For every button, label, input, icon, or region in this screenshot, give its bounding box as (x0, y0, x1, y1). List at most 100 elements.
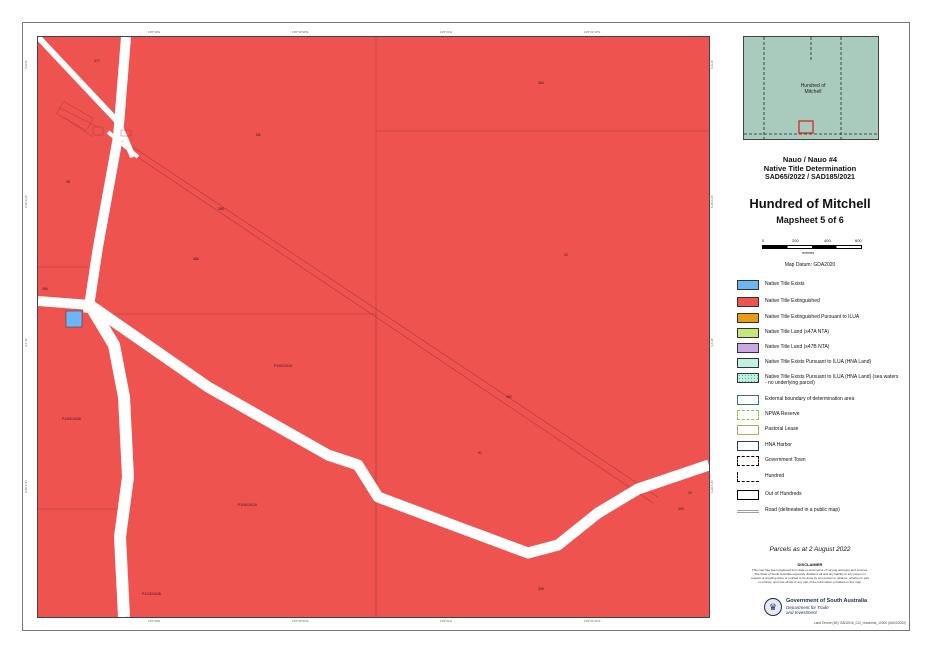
legend-item: HNA Harbor (737, 441, 902, 453)
parcel-label: 38 (66, 180, 70, 184)
parcel-label: 91 (478, 451, 482, 455)
legend-item: Pastoral Lease (737, 425, 902, 437)
state-crest-icon: ♛ (764, 598, 782, 616)
legend-item: Native Title Land (s47A NTA) (737, 328, 902, 340)
tick-label-right: 34°0'S (710, 60, 714, 69)
legend-label: Native Title Land (s47B NTA) (765, 344, 830, 350)
parcel-label: 393 (678, 507, 684, 511)
legend-swatch (737, 373, 759, 383)
tick-label-top: 135°31'30"E (584, 30, 601, 34)
parcel-label: 384 (538, 81, 544, 85)
tick-label-right: 34°1'30"S (710, 480, 714, 494)
legend-swatch (737, 358, 759, 368)
map-datum: Map Datum: GDA2020 (784, 262, 836, 268)
legend-label: Road (delineated in a public map) (765, 507, 840, 513)
legend-item: Native Title Land (s47B NTA) (737, 343, 902, 355)
legend-item: Out of Hundreds (737, 490, 902, 502)
tick-label-right: 34°1'S (710, 338, 714, 347)
parcel-label: P1/00/24/06 (62, 417, 81, 421)
legend-swatch (737, 510, 759, 513)
legend-label: Native Title Land (s47A NTA) (765, 329, 830, 335)
inset-extent-box (798, 120, 814, 134)
legend-swatch (737, 410, 759, 420)
legend-label: Pastoral Lease (765, 426, 799, 432)
department-name: Department for Trade and Investment (786, 605, 829, 615)
parcel-label: D8 (256, 133, 261, 137)
parcel-label: 377 (94, 59, 100, 63)
title-line2: Native Title Determination (763, 164, 857, 173)
diagonal-reserve-strip (129, 144, 659, 504)
legend-item: Hundred (737, 472, 902, 484)
tick-label-left: 34°1'S (24, 338, 28, 347)
tick-label-bottom: 135°31'E (440, 619, 453, 623)
tick-label-top: 135°31'E (440, 30, 453, 34)
legend-item: Native Title Extinguished Pursuant to IL… (737, 313, 902, 325)
legend-label: Native Title Exists Pursuant to ILUA (HN… (765, 359, 872, 365)
tick-label-bottom: 135°31'30"E (584, 619, 601, 623)
parcel-label: 354 (42, 287, 48, 291)
scale-bar-graphic (762, 245, 862, 249)
tick-label-bottom: 135°30'30"E (292, 619, 309, 623)
title-line1: Nauo / Nauo #4 (782, 155, 838, 164)
legend-item: Native Title Exists Pursuant to ILUA (HN… (737, 373, 902, 386)
legend-item: Road (delineated in a public map) (737, 506, 902, 518)
inset-label: Hundred of Mitchell (800, 83, 826, 95)
parcel-label: 392 (506, 395, 512, 399)
native-title-exists-parcel[interactable] (65, 310, 83, 328)
parcel-label: 20 (688, 491, 692, 495)
legend-label: HNA Harbor (765, 442, 792, 448)
case-numbers: SAD65/2022 / SAD185/2021 (765, 174, 855, 181)
roads (38, 37, 709, 617)
legend-swatch (737, 441, 759, 451)
legend-swatch (737, 313, 759, 323)
hundred-title: Hundred of Mitchell (749, 196, 871, 211)
legend-label: Out of Hundreds (765, 491, 802, 497)
small-parcels (56, 101, 132, 137)
legend-label: External boundary of determination area (765, 396, 855, 402)
parcel-label: 386 (193, 257, 199, 261)
legend-label: NPWA Reserve (765, 411, 800, 417)
legend-swatch (737, 395, 759, 405)
locality-inset-map: Hundred of Mitchell (743, 36, 879, 140)
legend-swatch (737, 328, 759, 338)
legend-swatch (737, 343, 759, 353)
tick-label-top: 135°30'E (148, 30, 161, 34)
parcel-boundaries (38, 37, 709, 617)
footer-reference: Land Tenure (4B) 'SAD2016_012_Hundreds_1… (814, 621, 906, 625)
government-logo: ♛ Government of South Australia Departme… (764, 598, 874, 618)
tick-label-left: 34°0'S (24, 60, 28, 69)
legend-label: Native Title Extinguished (765, 298, 820, 304)
legend-swatch (737, 425, 759, 435)
legend-swatch (737, 472, 759, 482)
disclaimer-text: This map has been produced from data or … (751, 568, 869, 584)
title-block: Nauo / Nauo #4 Native Title Determinatio… (740, 155, 880, 181)
parcels-date: Parcels as at 2 August 2022 (769, 546, 851, 553)
parcel-label: 385 (218, 207, 224, 211)
parcel-label: P1/13/04/48 (142, 592, 161, 596)
map-canvas (38, 37, 709, 617)
parcel-label: P1/00/2416 (274, 364, 292, 368)
legend-item: Native Title Exists Pursuant to ILUA (HN… (737, 358, 902, 370)
inset-canvas (744, 37, 878, 139)
tick-label-right: 34°0'30"S (710, 195, 714, 209)
government-name: Government of South Australia (786, 598, 868, 604)
legend-label: Native Title Exists Pursuant to ILUA (HN… (765, 374, 899, 386)
scale-bar: 0 200 400 600 metres (762, 238, 862, 255)
mapsheet-number: Mapsheet 5 of 6 (776, 215, 844, 225)
legend-item: External boundary of determination area (737, 395, 902, 407)
tick-label-left: 34°0'30"S (24, 195, 28, 209)
legend-swatch (737, 490, 759, 500)
parcel-label: 22 (564, 253, 568, 257)
parcel-label: 395 (538, 587, 544, 591)
legend-label: Hundred (765, 473, 785, 479)
legend-swatch (737, 297, 759, 307)
legend-swatch (737, 456, 759, 466)
tick-label-bottom: 135°30'E (148, 619, 161, 623)
legend-item: Native Title Extinguished (737, 297, 902, 309)
legend-item: NPWA Reserve (737, 410, 902, 422)
legend-label: Native Title Exists (765, 281, 805, 287)
disclaimer-heading: DISCLAIMER (797, 562, 823, 567)
map-frame[interactable]: 377 D8 38 385 384 22 386 354 P1/00/2416 … (37, 36, 710, 618)
tick-label-top: 135°30'30"E (292, 30, 309, 34)
legend-label: Native Title Extinguished Pursuant to IL… (765, 314, 860, 320)
